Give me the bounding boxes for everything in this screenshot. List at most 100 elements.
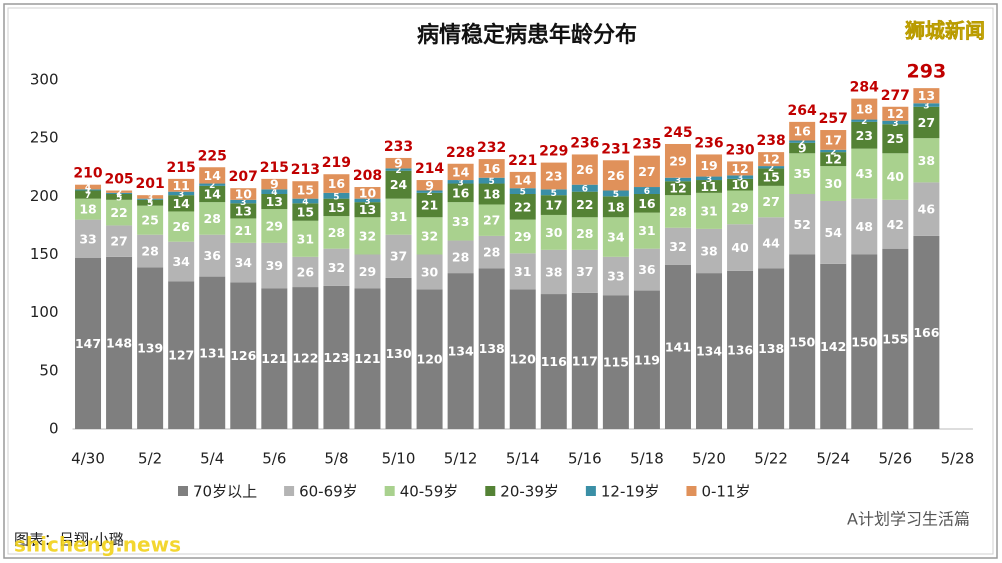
legend-swatch: [686, 486, 697, 496]
bar-segment: [882, 106, 909, 121]
data-label: 25: [887, 131, 904, 146]
bar-segment: [758, 168, 785, 186]
data-label: 16: [793, 124, 811, 139]
bar-segment: [75, 219, 102, 258]
data-label: 136: [727, 342, 753, 357]
bar-segment: [571, 191, 598, 218]
data-label: 16: [483, 161, 501, 176]
data-label: 1: [147, 196, 153, 206]
bar-segment: [292, 220, 319, 257]
data-label: 9: [798, 141, 807, 156]
legend-swatch: [585, 486, 596, 496]
bar-segment: [602, 295, 629, 429]
data-label: 12: [762, 152, 779, 167]
data-label: 36: [638, 262, 656, 277]
bar-segment: [758, 268, 785, 429]
data-label: 166: [913, 325, 939, 340]
bar-segment: [571, 154, 598, 185]
data-label: 4: [302, 197, 308, 207]
data-label: 5: [333, 192, 339, 202]
total-label: 214: [415, 161, 444, 177]
bar-segment: [664, 181, 691, 196]
data-label: 2: [768, 164, 774, 174]
data-label: 18: [483, 187, 500, 202]
bar-segment: [851, 119, 878, 122]
bar-segment: [354, 198, 381, 203]
data-label: 5: [613, 190, 619, 200]
data-label: 16: [452, 185, 470, 200]
bar-segment: [323, 198, 350, 217]
bar-segment: [137, 234, 164, 268]
data-label: 142: [820, 339, 846, 354]
data-label: 28: [483, 245, 500, 260]
data-label: 40: [887, 169, 905, 184]
data-label: 147: [75, 336, 101, 351]
data-label: 3: [240, 198, 246, 208]
bar-segment: [354, 217, 381, 255]
bar-segment: [168, 195, 195, 212]
bar-segment: [633, 187, 660, 195]
total-label: 236: [694, 135, 723, 151]
bar-segment: [727, 270, 754, 429]
bar-segment: [851, 98, 878, 120]
data-label: 36: [204, 248, 222, 263]
data-label: 26: [297, 264, 315, 279]
y-tick-label: 0: [49, 420, 59, 438]
bar-segment: [354, 254, 381, 289]
bar-segment: [75, 184, 102, 190]
total-label: 215: [260, 160, 289, 176]
total-label: 201: [136, 176, 165, 192]
bar-segment: [385, 277, 412, 429]
bar-segment: [913, 182, 940, 236]
total-label: 205: [104, 172, 133, 188]
bar-segment: [168, 281, 195, 429]
bar-segment: [758, 217, 785, 269]
legend-label: 60-69岁: [299, 483, 358, 501]
bar-segment: [696, 154, 723, 177]
data-label: 10: [731, 177, 749, 192]
total-label: 225: [198, 148, 227, 164]
bar-segment: [602, 256, 629, 296]
bar-segment: [323, 174, 350, 193]
data-label: 2: [209, 181, 215, 191]
data-label: 22: [110, 205, 127, 220]
bar-segment: [168, 211, 195, 242]
bar-segment: [758, 166, 785, 169]
bar-segment: [633, 212, 660, 249]
data-label: 130: [385, 346, 411, 361]
data-label: 54: [825, 225, 843, 240]
data-label: 3: [147, 193, 153, 203]
bar-segment: [478, 204, 505, 236]
data-label: 7: [85, 191, 91, 201]
bar-segment: [478, 268, 505, 429]
data-label: 42: [887, 217, 904, 232]
data-label: 38: [918, 153, 935, 168]
bar-segment: [416, 180, 443, 191]
chart-title: 病情稳定病患年龄分布: [417, 22, 637, 48]
data-label: 40: [731, 240, 749, 255]
bar-segment: [571, 217, 598, 250]
data-label: 131: [199, 345, 225, 360]
bar-segment: [789, 153, 816, 195]
data-label: 27: [762, 194, 779, 209]
bar-segment: [602, 217, 629, 257]
frame-inner: [7, 7, 994, 555]
data-label: 2: [830, 147, 836, 157]
data-label: 9: [270, 177, 279, 192]
bar-segment: [602, 160, 629, 191]
data-label: 3: [364, 197, 370, 207]
bar-segment: [727, 224, 754, 271]
bar-segment: [168, 241, 195, 282]
legend-label: 12-19岁: [601, 483, 660, 501]
bar-segment: [292, 203, 319, 221]
bar-segment: [230, 282, 257, 429]
bar-segment: [820, 200, 847, 264]
data-label: 2: [116, 188, 122, 198]
y-tick-label: 100: [30, 303, 59, 321]
data-label: 3: [675, 176, 681, 186]
data-label: 39: [266, 258, 283, 273]
bar-segment: [758, 152, 785, 167]
bar-segment: [696, 180, 723, 193]
bar-segment: [447, 180, 474, 184]
total-label: 228: [446, 145, 475, 161]
